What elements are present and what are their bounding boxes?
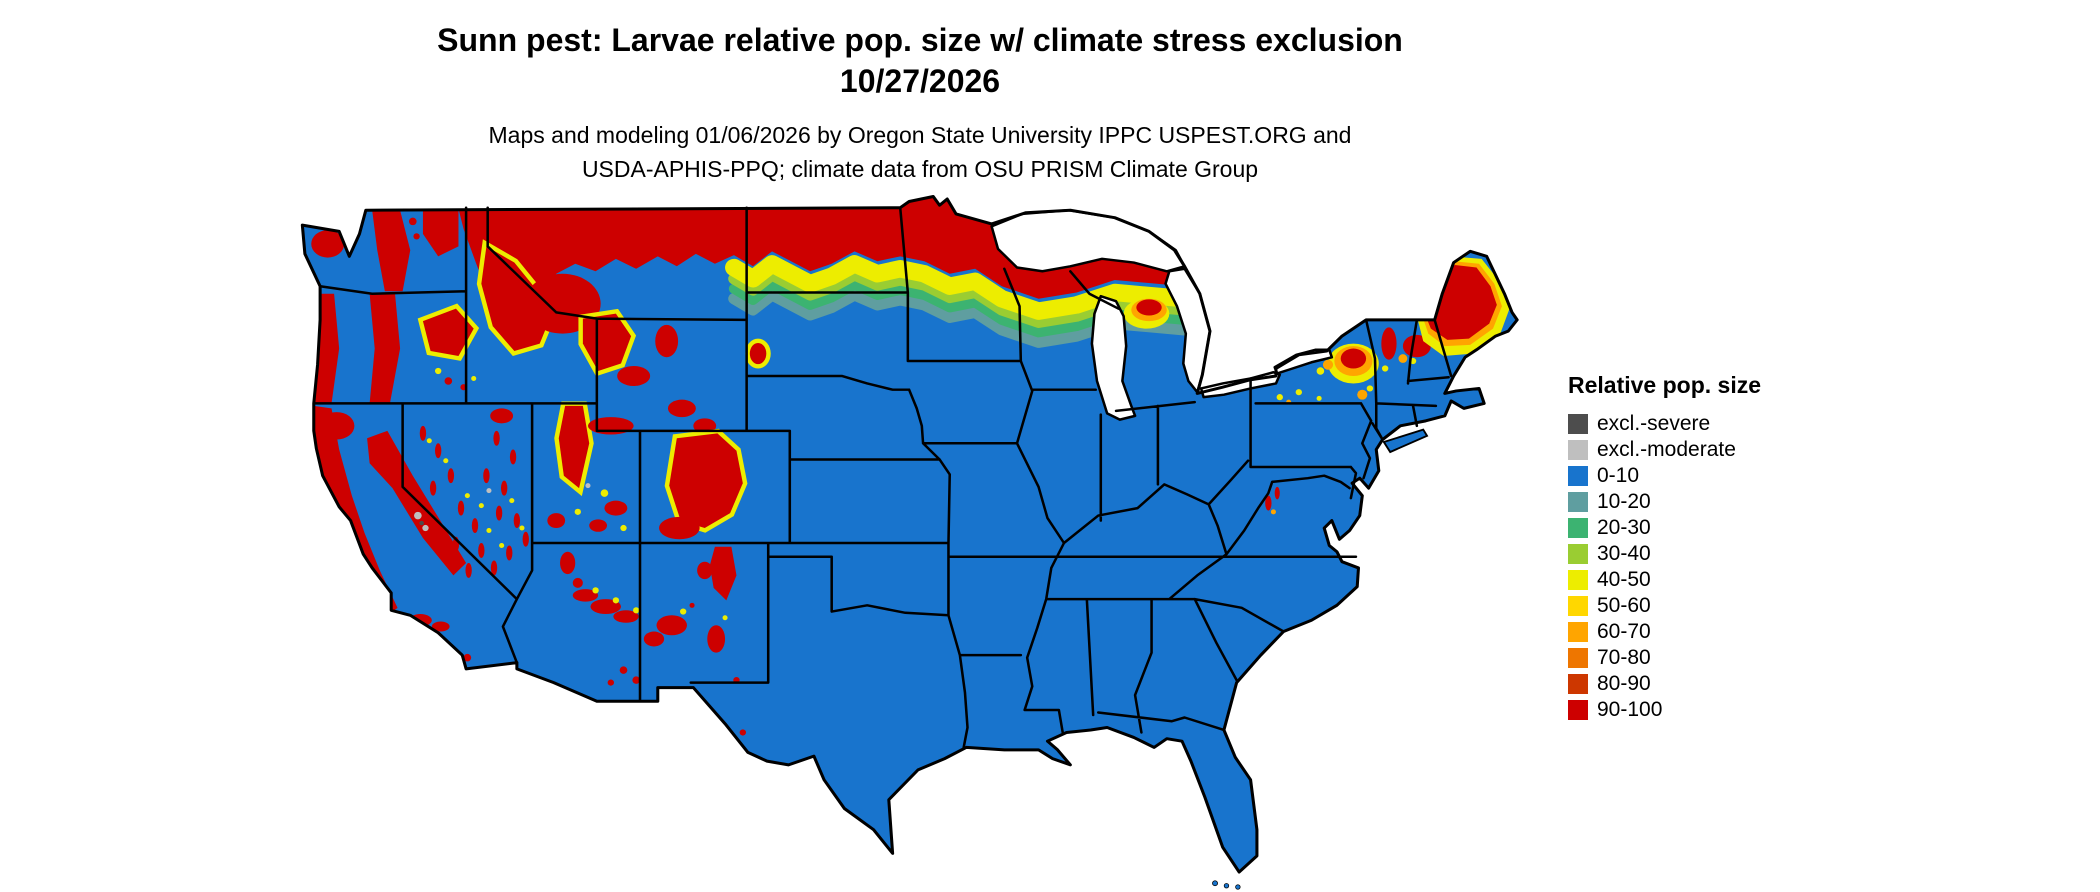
map-title: Sunn pest: Larvae relative pop. size w/ … bbox=[437, 22, 1403, 58]
title-block: Sunn pest: Larvae relative pop. size w/ … bbox=[0, 20, 1840, 102]
legend-swatch bbox=[1568, 700, 1588, 720]
legend-swatch bbox=[1568, 466, 1588, 486]
lake-superior bbox=[990, 208, 1186, 273]
legend-item: 80-90 bbox=[1568, 671, 1761, 697]
legend-item-label: excl.-severe bbox=[1597, 412, 1711, 435]
legend-items: excl.-severe excl.-moderate 0-10 10-20 20-30… bbox=[1568, 411, 1761, 723]
lake-michigan bbox=[1090, 294, 1137, 421]
legend-item-label: 50-60 bbox=[1597, 594, 1651, 617]
legend-item: excl.-moderate bbox=[1568, 437, 1761, 463]
legend-item: 0-10 bbox=[1568, 463, 1761, 489]
legend-title: Relative pop. size bbox=[1568, 372, 1762, 398]
legend-swatch bbox=[1568, 648, 1588, 668]
legend-item: 10-20 bbox=[1568, 489, 1761, 515]
legend-item-label: 10-20 bbox=[1597, 490, 1651, 513]
national-outline bbox=[300, 194, 1519, 874]
legend-item: 70-80 bbox=[1568, 645, 1761, 671]
legend-swatch bbox=[1568, 544, 1588, 564]
state-borders bbox=[312, 206, 1453, 749]
legend-item-label: 90-100 bbox=[1597, 698, 1663, 721]
subtitle-credit: Maps and modeling 01/06/2026 by Oregon S… bbox=[488, 122, 1352, 148]
speckle-regions bbox=[414, 338, 771, 736]
legend-item: 90-100 bbox=[1568, 697, 1761, 723]
legend-item-label: 0-10 bbox=[1597, 464, 1640, 487]
florida-keys bbox=[1212, 880, 1241, 890]
legend-swatch bbox=[1568, 674, 1588, 694]
legend-swatch bbox=[1568, 440, 1588, 460]
legend-item-label: 70-80 bbox=[1597, 646, 1651, 669]
legend-swatch bbox=[1568, 414, 1588, 434]
western-high-regions bbox=[311, 210, 748, 662]
legend-item-label: 60-70 bbox=[1597, 620, 1651, 643]
legend-item: 20-30 bbox=[1568, 515, 1761, 541]
legend-item: 40-50 bbox=[1568, 567, 1761, 593]
legend-item: 50-60 bbox=[1568, 593, 1761, 619]
legend-swatch bbox=[1568, 622, 1588, 642]
subtitle-credit2: USDA-APHIS-PPQ; climate data from OSU PR… bbox=[581, 156, 1259, 182]
legend-item: 60-70 bbox=[1568, 619, 1761, 645]
legend: Relative pop. size excl.-severe excl.-mod… bbox=[1568, 372, 1761, 723]
us-map bbox=[300, 194, 1519, 890]
legend-item-label: 30-40 bbox=[1597, 542, 1651, 565]
legend-item: 30-40 bbox=[1568, 541, 1761, 567]
legend-item-label: 40-50 bbox=[1597, 568, 1651, 591]
map-container bbox=[296, 194, 1540, 892]
legend-swatch bbox=[1568, 518, 1588, 538]
map-date: 10/27/2026 bbox=[839, 63, 1001, 99]
legend-item-label: 80-90 bbox=[1597, 672, 1651, 695]
legend-item: excl.-severe bbox=[1568, 411, 1761, 437]
legend-item-label: excl.-moderate bbox=[1597, 438, 1736, 461]
legend-swatch bbox=[1568, 596, 1588, 616]
legend-swatch bbox=[1568, 492, 1588, 512]
legend-swatch bbox=[1568, 570, 1588, 590]
legend-item-label: 20-30 bbox=[1597, 516, 1651, 539]
subtitle-block: Maps and modeling 01/06/2026 by Oregon S… bbox=[0, 118, 1840, 186]
long-island bbox=[1382, 428, 1429, 454]
